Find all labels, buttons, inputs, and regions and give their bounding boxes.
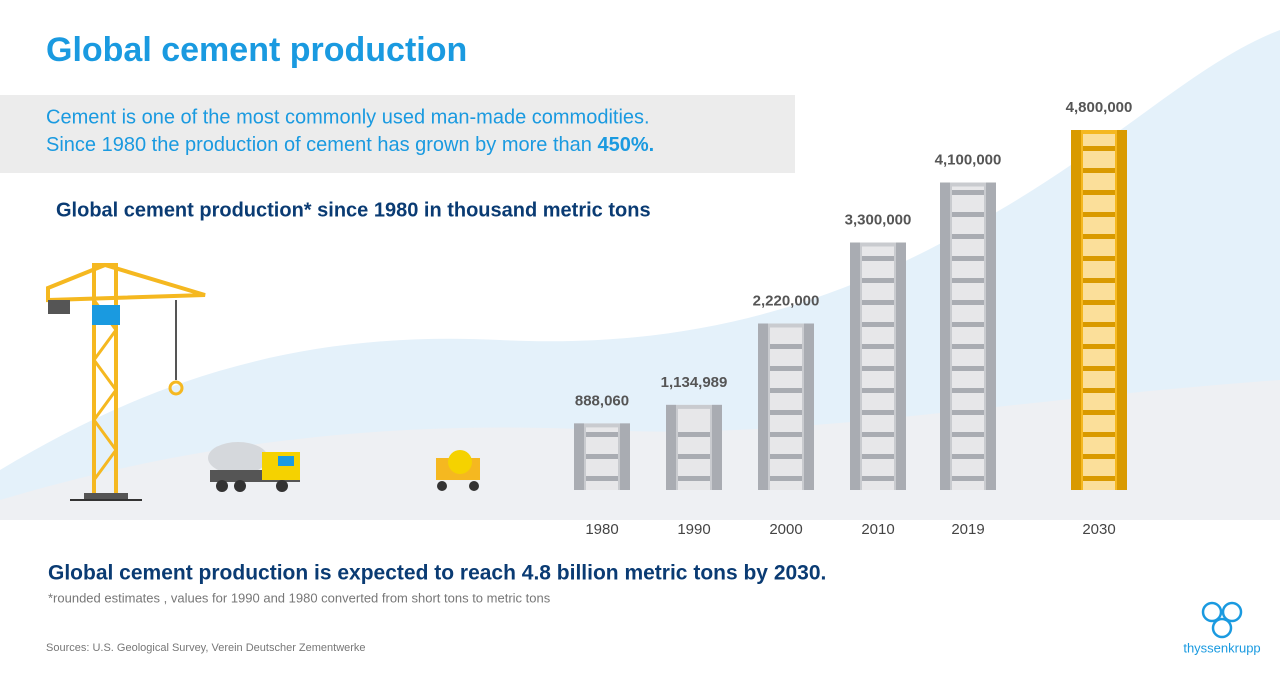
crane [46,262,206,501]
tower-post [712,404,722,490]
tower-rung [952,476,984,481]
intro-text: Since 1980 the production of cement has … [46,134,592,156]
tower-post [1071,130,1081,490]
cement-mixer [436,450,480,491]
plot-area: 888,060 1980 1,134,989 1990 2,220,000 2000 3,3… [574,99,1132,538]
tower-rung [678,454,710,459]
footnote: *rounded estimates , values for 1990 and… [48,590,551,605]
tower-rung [770,454,802,459]
tower-rung [1083,410,1115,415]
tower-rung [1083,432,1115,437]
value-label: 2,220,000 [753,292,820,309]
tower-rung [952,344,984,349]
tower-post [574,423,584,490]
tower-rung [952,454,984,459]
x-tick-label: 2019 [951,521,984,538]
tower-rung [1083,234,1115,239]
tower-rung [952,256,984,261]
tower-rung [770,476,802,481]
tower-rung [952,212,984,217]
tower-rung [1083,300,1115,305]
tower-rung [1083,344,1115,349]
tower-post [986,182,996,490]
tower-rung [678,476,710,481]
footer-headline: Global cement production is expected to … [48,562,826,585]
tower-post [620,423,630,490]
tower-rung [952,410,984,415]
tower-post [940,182,950,490]
tower-core [952,186,984,490]
chart-title: Global cement production* since 1980 in … [56,199,651,221]
tower-rung [862,322,894,327]
tower-post [850,242,860,490]
logo: thyssenkrupp [1183,601,1261,655]
tower-rung [952,322,984,327]
tower-rung [1083,168,1115,173]
brand: thyssenkrupp [1183,640,1260,655]
tower-rung [862,388,894,393]
intro-highlight: 450%. [597,134,654,156]
tower-rung [952,234,984,239]
value-label: 4,800,000 [1066,99,1133,116]
tower-rung [952,366,984,371]
tower-post [666,404,676,490]
value-label: 888,060 [575,392,629,409]
tower-rung [952,278,984,283]
value-label: 4,100,000 [935,151,1002,168]
tower-rung [862,476,894,481]
x-tick-label: 2010 [861,521,894,538]
tower-rung [862,454,894,459]
tower-rung [952,388,984,393]
tower-rung [1083,190,1115,195]
tower-rung [862,278,894,283]
intro-line: Cement is one of the most commonly used … [46,106,650,128]
x-tick-label: 1980 [585,521,618,538]
intro-line: Since 1980 the production of cement has … [46,134,654,156]
tower-rung [1083,476,1115,481]
x-tick-label: 2030 [1082,521,1115,538]
tower-rung [770,410,802,415]
tower-rung [1083,388,1115,393]
tower-rung [1083,366,1115,371]
tower-rung [1083,256,1115,261]
tower-rung [1083,322,1115,327]
tower-rung [1083,146,1115,151]
tower-rung [586,476,618,481]
tower-rung [770,344,802,349]
tower-rung [770,388,802,393]
tower-rung [678,432,710,437]
tower-rung [952,432,984,437]
tower-post [804,323,814,490]
x-tick-label: 1990 [677,521,710,538]
x-tick-label: 2000 [769,521,802,538]
tower-rung [1083,454,1115,459]
tower-rung [862,410,894,415]
tower-rung [862,256,894,261]
tower-rung [770,366,802,371]
tower-rung [862,344,894,349]
tower-rung [952,300,984,305]
tower-rung [862,300,894,305]
tower-rung [586,432,618,437]
tower-rung [1083,278,1115,283]
tower-post [1117,130,1127,490]
title: Global cement production [46,31,467,69]
tower-rung [862,366,894,371]
tower-rung [770,432,802,437]
mixer-truck [208,442,300,492]
tower-rung [952,190,984,195]
tower-rung [586,454,618,459]
tower-rung [1083,212,1115,217]
tower-rung [862,432,894,437]
tower-core [770,327,802,490]
sources: Sources: U.S. Geological Survey, Verein … [46,642,366,654]
tower-post [896,242,906,490]
intro-band [0,95,795,173]
value-label: 3,300,000 [845,211,912,228]
value-label: 1,134,989 [661,374,728,391]
tower-post [758,323,768,490]
